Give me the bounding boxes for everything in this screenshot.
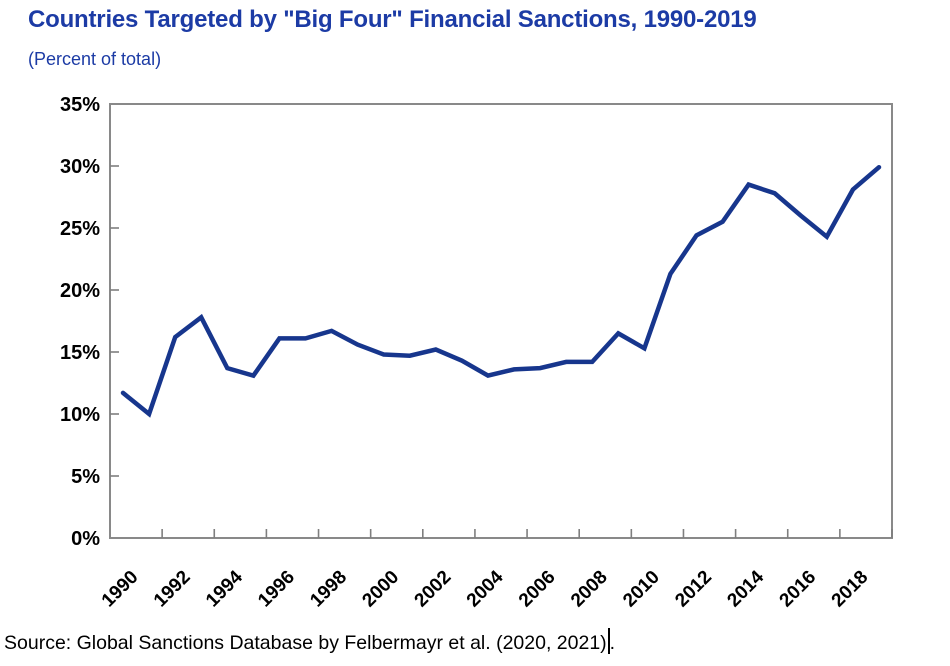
plot-frame	[109, 103, 893, 539]
y-axis-label: 30%	[60, 156, 100, 178]
data-series-line	[120, 164, 882, 418]
x-axis-label: 2010	[619, 567, 664, 612]
x-axis-label: 1996	[254, 567, 299, 612]
source-text: Source: Global Sanctions Database by Fel…	[4, 632, 607, 654]
x-axis-label: 2006	[515, 567, 560, 612]
x-axis-label: 2008	[567, 567, 612, 612]
y-axis-label: 10%	[60, 404, 100, 426]
x-axis-label: 2000	[358, 567, 403, 612]
y-axis-label: 35%	[60, 94, 100, 116]
x-axis-label: 2014	[723, 566, 768, 611]
x-axis-label: 1992	[150, 567, 195, 612]
y-axis-label: 20%	[60, 280, 100, 302]
y-axis-label: 25%	[60, 218, 100, 240]
y-axis-label: 5%	[71, 466, 100, 488]
x-axis-label: 2002	[411, 567, 456, 612]
x-axis-label: 1998	[306, 567, 351, 612]
y-axis-label: 15%	[60, 342, 100, 364]
source-period: .	[609, 632, 616, 654]
chart-subtitle: (Percent of total)	[28, 49, 162, 69]
y-axis-label: 0%	[71, 528, 100, 550]
text-cursor-caret	[607, 628, 610, 654]
x-axis-label: 2004	[463, 566, 508, 611]
x-axis-label: 2012	[671, 567, 716, 612]
x-axis-label: 1994	[202, 566, 247, 611]
source-note: Source: Global Sanctions Database by Fel…	[4, 628, 615, 655]
x-axis-label: 2016	[776, 567, 821, 612]
x-axis-label: 1990	[98, 567, 143, 612]
chart-title: Countries Targeted by "Big Four" Financi…	[28, 6, 757, 33]
x-axis-label: 2018	[828, 567, 873, 612]
